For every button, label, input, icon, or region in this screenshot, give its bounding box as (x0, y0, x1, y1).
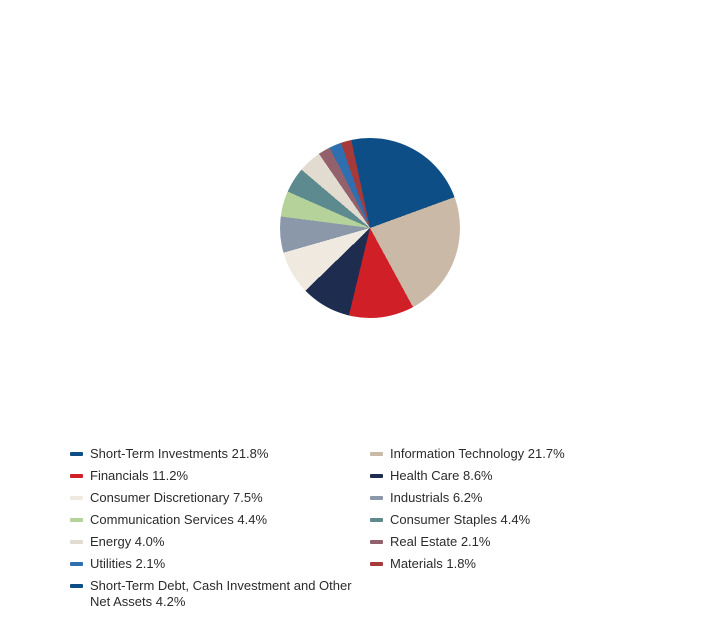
legend-label: Financials 11.2% (90, 468, 188, 483)
legend-swatch (370, 474, 383, 478)
legend-swatch (70, 452, 83, 456)
legend-item: Short-Term Debt, Cash Investment and Oth… (70, 578, 370, 610)
legend-item: Energy 4.0% (70, 534, 370, 550)
legend-label: Consumer Staples 4.4% (390, 512, 530, 527)
legend-item: Short-Term Investments 21.8% (70, 446, 370, 462)
legend-item: Industrials 6.2% (370, 490, 670, 506)
legend-label: Consumer Discretionary 7.5% (90, 490, 263, 505)
legend-label: Energy 4.0% (90, 534, 164, 549)
legend-swatch (70, 518, 83, 522)
legend-item: Consumer Staples 4.4% (370, 512, 670, 528)
legend-label: Health Care 8.6% (390, 468, 493, 483)
legend-item: Utilities 2.1% (70, 556, 370, 572)
legend-label: Short-Term Investments 21.8% (90, 446, 268, 461)
legend-label: Real Estate 2.1% (390, 534, 490, 549)
legend-item: Communication Services 4.4% (70, 512, 370, 528)
legend-swatch (370, 496, 383, 500)
pie-chart (280, 138, 460, 318)
legend-label: Utilities 2.1% (90, 556, 165, 571)
legend-label: Materials 1.8% (390, 556, 476, 571)
legend-item: Real Estate 2.1% (370, 534, 670, 550)
legend-swatch (70, 474, 83, 478)
legend-swatch (370, 562, 383, 566)
legend-label: Information Technology 21.7% (390, 446, 565, 461)
legend-swatch (370, 518, 383, 522)
legend-label: Communication Services 4.4% (90, 512, 267, 527)
legend-swatch (70, 496, 83, 500)
legend-swatch (370, 452, 383, 456)
legend-item: Information Technology 21.7% (370, 446, 670, 462)
legend-swatch (370, 540, 383, 544)
legend-swatch (70, 584, 83, 588)
legend-swatch (70, 540, 83, 544)
legend-swatch (70, 562, 83, 566)
legend-label: Industrials 6.2% (390, 490, 483, 505)
legend-label: Short-Term Debt, Cash Investment and Oth… (90, 578, 352, 609)
legend-item: Materials 1.8% (370, 556, 670, 572)
pie-chart-area (0, 0, 720, 400)
legend-item: Consumer Discretionary 7.5% (70, 490, 370, 506)
legend-item: Financials 11.2% (70, 468, 370, 484)
legend-item: Health Care 8.6% (370, 468, 670, 484)
